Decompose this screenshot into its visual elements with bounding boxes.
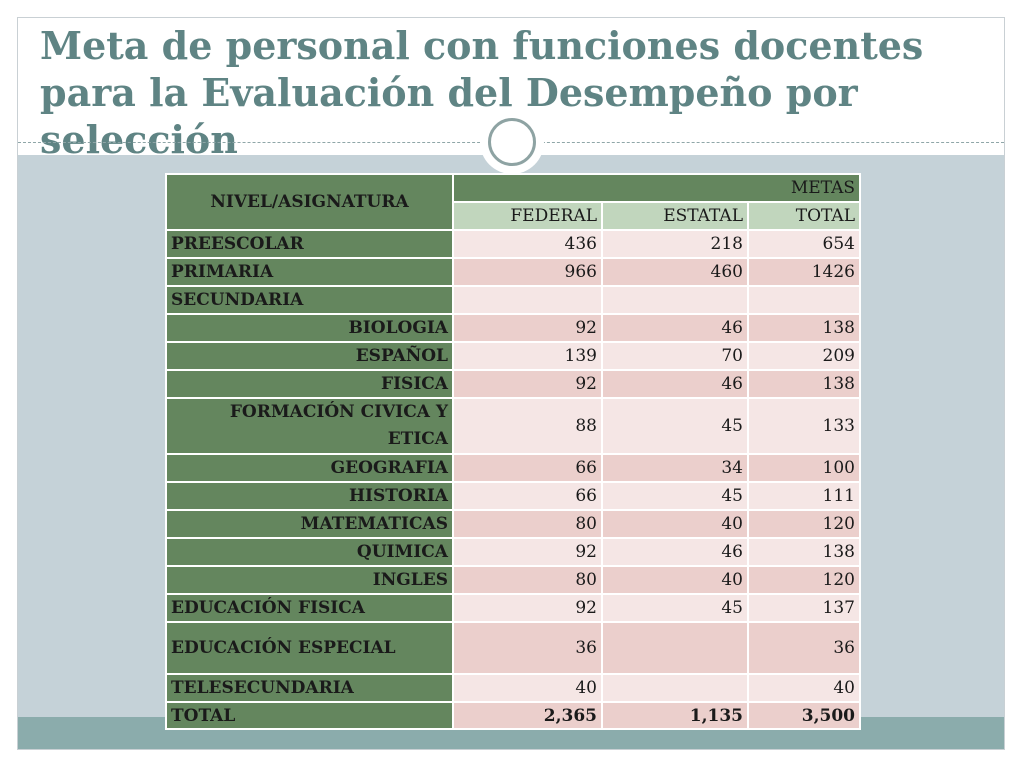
row-label: BIOLOGIA [165, 313, 454, 343]
cell-total [747, 285, 861, 315]
cell-federal: 92 [452, 537, 603, 567]
cell-federal [452, 285, 603, 315]
cell-estatal: 70 [601, 341, 749, 371]
row-label: MATEMATICAS [165, 509, 454, 539]
cell-total: 120 [747, 565, 861, 595]
table-header-row-1: NIVEL/ASIGNATURA METAS [165, 173, 861, 231]
cell-federal: 80 [452, 565, 603, 595]
cell-total: 138 [747, 313, 861, 343]
row-label: TELESECUNDARIA [165, 673, 454, 703]
row-label: EDUCACIÓN ESPECIAL [165, 621, 454, 675]
table-row: GEOGRAFIA 66 34 100 [165, 453, 861, 483]
cell-estatal: 218 [601, 229, 749, 259]
cell-estatal: 460 [601, 257, 749, 287]
table-row: MATEMATICAS 80 40 120 [165, 509, 861, 539]
total-label: TOTAL [165, 701, 454, 730]
header-total: TOTAL [747, 201, 861, 231]
table-row: TELESECUNDARIA 40 40 [165, 673, 861, 703]
row-label: HISTORIA [165, 481, 454, 511]
header-federal: FEDERAL [452, 201, 603, 231]
table-row: EDUCACIÓN ESPECIAL 36 36 [165, 621, 861, 675]
cell-federal: 66 [452, 481, 603, 511]
cell-estatal: 40 [601, 565, 749, 595]
cell-federal: 92 [452, 369, 603, 399]
cell-total: 120 [747, 509, 861, 539]
header-estatal: ESTATAL [601, 201, 749, 231]
cell-federal: 66 [452, 453, 603, 483]
table-row: QUIMICA 92 46 138 [165, 537, 861, 567]
row-label: GEOGRAFIA [165, 453, 454, 483]
cell-estatal: 45 [601, 481, 749, 511]
cell-federal: 36 [452, 621, 603, 675]
metas-table: NIVEL/ASIGNATURA METAS FEDERAL ESTATAL T… [165, 173, 861, 730]
row-label: FISICA [165, 369, 454, 399]
cell-federal: 40 [452, 673, 603, 703]
cell-estatal [601, 673, 749, 703]
cell-total: 40 [747, 673, 861, 703]
total-estatal: 1,135 [601, 701, 749, 730]
table-row: SECUNDARIA [165, 285, 861, 315]
circle-ring [488, 118, 536, 166]
table-header-row-2: FEDERAL ESTATAL TOTAL [166, 201, 861, 231]
cell-estatal: 46 [601, 537, 749, 567]
table-row: FORMACIÓN CIVICA Y ETICA 88 45 133 [165, 397, 861, 455]
cell-total: 137 [747, 593, 861, 623]
cell-estatal: 46 [601, 313, 749, 343]
total-total: 3,500 [747, 701, 861, 730]
table-body: PREESCOLAR 436 218 654 PRIMARIA 966 460 1426 SEC… [165, 229, 861, 703]
cell-estatal: 46 [601, 369, 749, 399]
cell-estatal: 45 [601, 397, 749, 455]
cell-federal: 88 [452, 397, 603, 455]
table-row: PRIMARIA 966 460 1426 [165, 257, 861, 287]
total-federal: 2,365 [452, 701, 603, 730]
slide-title: Meta de personal con funciones docentes … [40, 23, 924, 162]
row-label: INGLES [165, 565, 454, 595]
cell-total: 654 [747, 229, 861, 259]
row-label: QUIMICA [165, 537, 454, 567]
circle-ornament-icon [480, 110, 544, 174]
row-label: SECUNDARIA [165, 285, 454, 315]
cell-total: 209 [747, 341, 861, 371]
header-metas: METAS [452, 173, 861, 203]
row-label: FORMACIÓN CIVICA Y ETICA [165, 397, 454, 455]
cell-federal: 436 [452, 229, 603, 259]
table-row: FISICA 92 46 138 [165, 369, 861, 399]
header-nivel-asignatura: NIVEL/ASIGNATURA [165, 173, 454, 231]
cell-federal: 80 [452, 509, 603, 539]
cell-estatal: 40 [601, 509, 749, 539]
cell-total: 138 [747, 369, 861, 399]
row-label: PREESCOLAR [165, 229, 454, 259]
cell-federal: 139 [452, 341, 603, 371]
cell-federal: 92 [452, 593, 603, 623]
cell-total: 138 [747, 537, 861, 567]
cell-total: 36 [747, 621, 861, 675]
row-label: PRIMARIA [165, 257, 454, 287]
cell-total: 100 [747, 453, 861, 483]
cell-estatal [601, 621, 749, 675]
table-row: BIOLOGIA 92 46 138 [165, 313, 861, 343]
row-label: EDUCACIÓN FISICA [165, 593, 454, 623]
cell-total: 133 [747, 397, 861, 455]
cell-federal: 966 [452, 257, 603, 287]
table-row: PREESCOLAR 436 218 654 [165, 229, 861, 259]
table-total-row: TOTAL 2,365 1,135 3,500 [165, 701, 861, 730]
table-row: EDUCACIÓN FISICA 92 45 137 [165, 593, 861, 623]
cell-total: 111 [747, 481, 861, 511]
row-label: ESPAÑOL [165, 341, 454, 371]
cell-estatal: 34 [601, 453, 749, 483]
table-row: ESPAÑOL 139 70 209 [165, 341, 861, 371]
cell-federal: 92 [452, 313, 603, 343]
cell-estatal: 45 [601, 593, 749, 623]
table-row: HISTORIA 66 45 111 [165, 481, 861, 511]
cell-estatal [601, 285, 749, 315]
cell-total: 1426 [747, 257, 861, 287]
table-row: INGLES 80 40 120 [165, 565, 861, 595]
